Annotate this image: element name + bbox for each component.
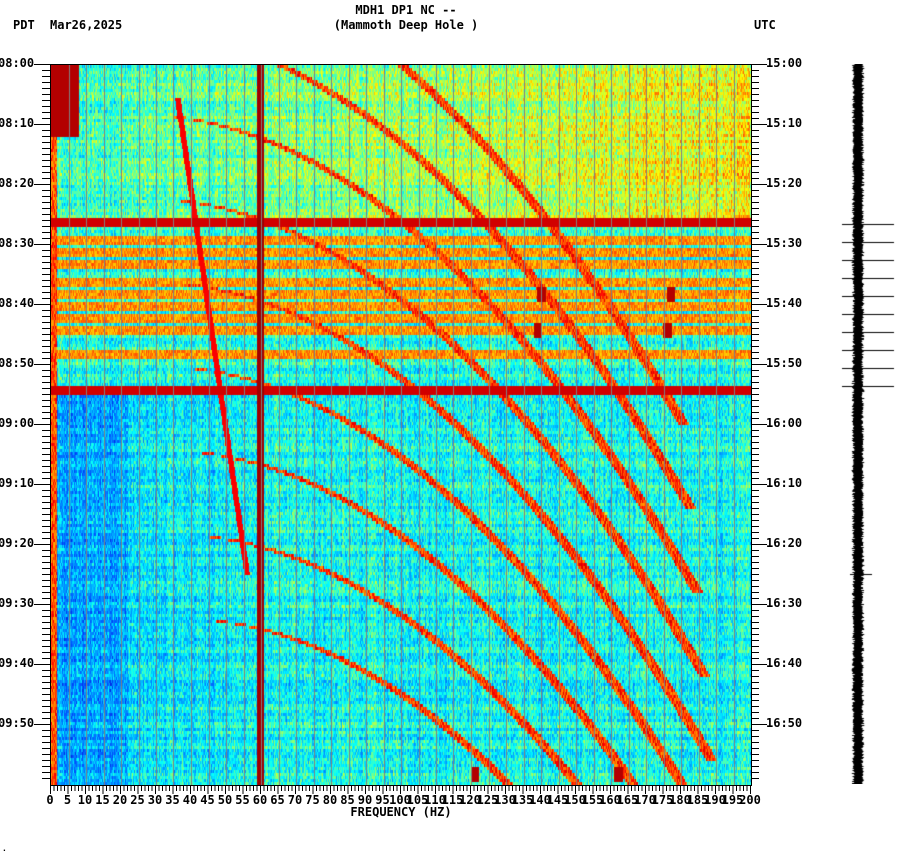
x-tick-label: 20 <box>112 793 128 807</box>
x-tick-label: 105 <box>406 793 429 807</box>
x-tick-label: 15 <box>95 793 110 807</box>
x-tick-label: 115 <box>441 793 464 807</box>
y-tick-label-left: 08:20 <box>0 176 35 190</box>
x-tick-label: 110 <box>424 793 446 807</box>
y-tick-label-right: 16:30 <box>766 596 803 610</box>
x-tick-label: 25 <box>130 793 145 807</box>
y-tick-label-right: 15:20 <box>766 176 803 190</box>
x-tick-label: 100 <box>389 793 411 807</box>
x-tick-label: 150 <box>564 793 586 807</box>
y-tick-label-left: 09:30 <box>0 596 35 610</box>
x-tick-label: 95 <box>375 793 390 807</box>
y-tick-label-left: 08:40 <box>0 296 35 310</box>
y-tick-label-left: 09:20 <box>0 536 35 550</box>
x-tick-label: 145 <box>546 793 569 807</box>
x-tick-label: 130 <box>494 793 516 807</box>
y-tick-label-right: 15:10 <box>766 116 803 130</box>
y-tick-label-left: 08:30 <box>0 236 35 250</box>
x-tick-label: 65 <box>270 793 285 807</box>
x-tick-label: 35 <box>165 793 180 807</box>
station-line-title: MDH1 DP1 NC -- <box>355 3 457 17</box>
y-tick-label-left: 08:50 <box>0 356 35 370</box>
right-timezone-label: UTC <box>754 18 776 32</box>
x-tick-label: 185 <box>686 793 709 807</box>
x-tick-label: 200 <box>739 793 761 807</box>
x-tick-label: 165 <box>616 793 639 807</box>
y-tick-label-left: 08:00 <box>0 56 35 70</box>
x-tick-label: 180 <box>669 793 691 807</box>
date-label: Mar26,2025 <box>50 18 123 32</box>
x-tick-label: 85 <box>340 793 355 807</box>
corner-mark: · <box>2 846 7 855</box>
x-tick-label: 90 <box>357 793 373 807</box>
spectrogram-plot <box>50 64 752 786</box>
x-tick-label: 50 <box>217 793 233 807</box>
left-timezone-label: PDT <box>13 18 35 32</box>
x-tick-label: 80 <box>322 793 338 807</box>
x-tick-label: 190 <box>704 793 726 807</box>
x-tick-label: 40 <box>182 793 198 807</box>
y-tick-label-right: 16:20 <box>766 536 803 550</box>
y-tick-label-right: 15:30 <box>766 236 803 250</box>
x-tick-label: 30 <box>147 793 163 807</box>
seismogram-trace <box>836 64 896 784</box>
x-axis-title: FREQUENCY (HZ) <box>350 805 452 819</box>
x-tick-label: 170 <box>634 793 656 807</box>
x-tick-label: 135 <box>511 793 534 807</box>
x-tick-label: 140 <box>529 793 551 807</box>
y-tick-label-right: 15:40 <box>766 296 803 310</box>
x-tick-label: 5 <box>63 793 72 807</box>
y-tick-label-left: 09:00 <box>0 416 35 430</box>
station-name-title: (Mammoth Deep Hole ) <box>333 18 479 32</box>
y-tick-label-right: 15:50 <box>766 356 803 370</box>
x-tick-label: 195 <box>721 793 744 807</box>
x-tick-label: 120 <box>459 793 481 807</box>
y-tick-label-right: 16:10 <box>766 476 803 490</box>
y-tick-label-right: 16:50 <box>766 716 803 730</box>
x-tick-label: 160 <box>599 793 621 807</box>
y-tick-label-left: 09:10 <box>0 476 35 490</box>
x-tick-label: 175 <box>651 793 674 807</box>
x-tick-label: 125 <box>476 793 499 807</box>
y-tick-label-right: 16:40 <box>766 656 803 670</box>
y-tick-label-left: 09:40 <box>0 656 35 670</box>
x-tick-label: 10 <box>77 793 93 807</box>
y-tick-label-left: 08:10 <box>0 116 35 130</box>
x-tick-label: 70 <box>287 793 303 807</box>
x-tick-label: 55 <box>235 793 250 807</box>
x-tick-label: 45 <box>200 793 215 807</box>
x-tick-label: 60 <box>252 793 268 807</box>
x-tick-label: 75 <box>305 793 320 807</box>
x-tick-label: 155 <box>581 793 604 807</box>
y-tick-label-right: 15:00 <box>766 56 803 70</box>
y-tick-label-left: 09:50 <box>0 716 35 730</box>
x-tick-label: 0 <box>46 793 54 807</box>
spectrogram-heatmap <box>51 65 751 785</box>
y-tick-label-right: 16:00 <box>766 416 803 430</box>
